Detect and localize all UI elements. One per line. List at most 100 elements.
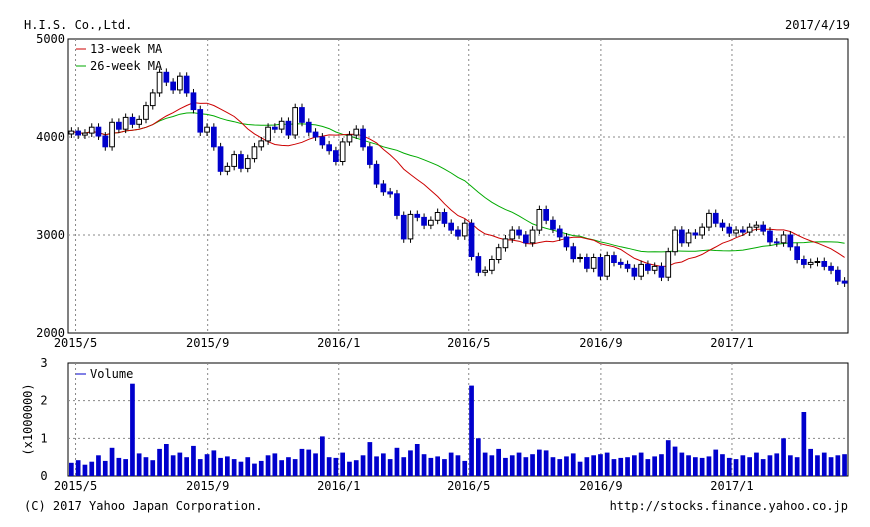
volume-bar: [130, 383, 135, 476]
candle-body: [556, 228, 563, 238]
candle-body: [780, 234, 787, 244]
company-name: H.I.S. Co.,Ltd.: [24, 18, 133, 32]
candle-body: [455, 229, 461, 237]
volume-bar: [509, 455, 515, 476]
candle-body: [672, 229, 678, 253]
ma13-line: [71, 102, 845, 268]
candle-body: [122, 116, 129, 130]
volume-bar: [96, 455, 101, 476]
volume-bar: [659, 454, 664, 476]
candle-body: [373, 163, 380, 185]
volume-bar: [197, 459, 203, 476]
volume-bar: [726, 457, 732, 476]
volume-bar: [75, 460, 81, 476]
volume-bar: [598, 454, 603, 476]
price-date-label: 2016/9: [579, 336, 622, 350]
candle-body: [787, 234, 794, 248]
volume-bar: [191, 445, 196, 476]
volume-bar: [665, 440, 671, 476]
candle-body: [380, 183, 387, 193]
volume-date-label: 2016/1: [317, 479, 360, 493]
volume-bar: [320, 436, 325, 476]
volume-bar: [367, 442, 373, 476]
candle-body: [238, 154, 244, 169]
volume-bar: [421, 454, 427, 476]
candle-body: [299, 107, 305, 123]
price-date-label: 2015/9: [186, 336, 229, 350]
candle-body: [726, 226, 733, 234]
candle-body: [692, 232, 699, 236]
candle-body: [95, 126, 102, 137]
volume-bar: [469, 385, 474, 476]
candle-body: [807, 261, 814, 265]
volume-bar: [462, 460, 468, 476]
volume-bar: [435, 456, 440, 476]
price-date-label: 2017/1: [710, 336, 753, 350]
volume-bar: [374, 456, 379, 476]
candle-body: [543, 209, 549, 221]
volume-bar: [150, 460, 156, 476]
volume-bar: [218, 457, 223, 476]
candle-body: [773, 241, 780, 244]
candle-body: [550, 219, 556, 230]
volume-bar: [570, 453, 576, 476]
volume-tick-label: 1: [40, 431, 47, 445]
candle-body: [353, 128, 360, 136]
candle-body: [624, 263, 631, 269]
candle-body: [658, 265, 665, 278]
volume-bar: [591, 455, 596, 476]
candle-body: [719, 222, 726, 228]
candle-body: [305, 121, 312, 133]
candle-body: [468, 222, 475, 257]
candle-body: [272, 126, 278, 130]
candle-body: [665, 251, 672, 278]
candle-body: [407, 213, 414, 240]
volume-bar: [455, 455, 461, 476]
candle-body: [821, 261, 828, 267]
candle-body: [645, 263, 651, 271]
candle-body: [712, 212, 719, 224]
price-plot-area: [67, 38, 849, 334]
volume-bar: [516, 452, 522, 476]
volume-bar: [747, 457, 752, 476]
candle-body: [204, 126, 210, 133]
volume-bar: [123, 459, 128, 476]
volume-bar: [604, 452, 610, 476]
volume-date-label: 2016/5: [447, 479, 490, 493]
candle-body: [414, 213, 421, 218]
volume-bar: [482, 452, 488, 476]
volume-bar: [767, 455, 773, 476]
candle-body: [244, 158, 251, 169]
candle-body: [516, 229, 522, 236]
candle-body: [760, 224, 766, 232]
candle-body: [590, 257, 597, 269]
volume-bar: [109, 447, 115, 477]
volume-bar: [448, 452, 454, 476]
volume-bar: [326, 457, 332, 476]
volume-bar: [543, 450, 549, 476]
volume-bar: [760, 459, 766, 476]
candle-body: [183, 75, 190, 94]
candle-body: [434, 212, 441, 221]
candle-body: [706, 212, 712, 228]
volume-bar: [381, 453, 386, 476]
volume-bar: [835, 455, 841, 476]
volume-bar: [706, 456, 712, 476]
volume-bar: [476, 438, 481, 476]
volume-bar: [265, 455, 271, 476]
candle-body: [251, 146, 258, 160]
volume-bar: [211, 450, 217, 476]
candle-body: [211, 126, 217, 148]
candle-body: [333, 150, 339, 162]
price-tick-label: 5000: [36, 32, 65, 46]
volume-bar: [672, 446, 678, 476]
candle-body: [149, 92, 156, 107]
volume-tick-label: 2: [40, 394, 47, 408]
candle-body: [88, 126, 95, 134]
volume-bar: [645, 459, 651, 476]
volume-bar: [503, 457, 508, 476]
candle-body: [604, 255, 610, 277]
volume-bar: [632, 455, 637, 476]
price-date-label: 2016/1: [317, 336, 360, 350]
candle-body: [428, 219, 434, 226]
